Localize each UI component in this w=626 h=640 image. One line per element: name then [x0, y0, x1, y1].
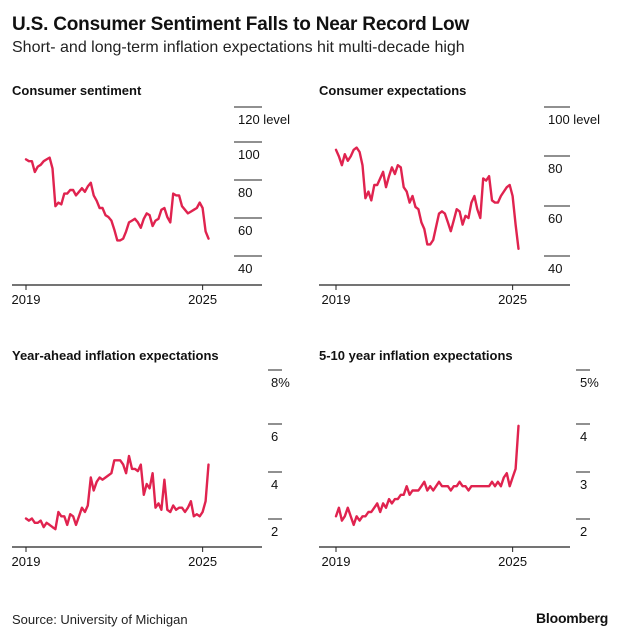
y-tick-label: 40: [238, 261, 252, 276]
y-tick-label: 3: [580, 477, 587, 492]
y-tick-label: 2: [271, 524, 278, 539]
y-tick-label: 80: [548, 161, 562, 176]
x-tick-label: 2019: [12, 554, 41, 569]
x-tick-label: 2019: [322, 554, 351, 569]
chart-panel-4: 5-10 year inflation expectations 2019 2025…: [319, 348, 599, 569]
y-tick-label: 80: [238, 185, 252, 200]
x-tick-label: 2025: [188, 554, 217, 569]
bloomberg-logo: Bloomberg: [536, 610, 609, 626]
x-tick-label: 2025: [498, 554, 527, 569]
series-line: [24, 454, 210, 531]
y-tick-label: 2: [580, 524, 587, 539]
series-line: [334, 424, 520, 527]
y-tick-label: 5%: [580, 375, 599, 390]
series-line: [334, 146, 520, 251]
y-tick-label: 8%: [271, 375, 290, 390]
y-tick-label: 60: [238, 223, 252, 238]
chart-title: Consumer expectations: [319, 83, 466, 98]
series-line: [24, 156, 210, 242]
chart-panel-3: Year-ahead inflation expectations 2019 202…: [12, 348, 291, 569]
y-tick-label: 120 level: [238, 112, 290, 127]
chart-panel-1: Consumer sentiment 2019 2025 40 60 80 100 120 l…: [12, 83, 291, 307]
x-tick-label: 2025: [188, 292, 217, 307]
x-tick-label: 2019: [322, 292, 351, 307]
y-tick-label: 40: [548, 261, 562, 276]
x-tick-label: 2019: [12, 292, 41, 307]
page-title: U.S. Consumer Sentiment Falls to Near Re…: [12, 14, 470, 35]
y-tick-label: 60: [548, 211, 562, 226]
y-tick-label: 100: [238, 147, 260, 162]
source-note: Source: University of Michigan: [12, 612, 188, 627]
y-tick-label: 6: [271, 429, 278, 444]
chart-title: 5-10 year inflation expectations: [319, 348, 513, 363]
chart-title: Consumer sentiment: [12, 83, 142, 98]
page-subtitle: Short- and long-term inflation expectati…: [12, 39, 465, 56]
chart-panel-2: Consumer expectations 2019 2025 40 60 80 100 l…: [319, 83, 600, 307]
chart-title: Year-ahead inflation expectations: [12, 348, 219, 363]
y-tick-label: 4: [271, 477, 278, 492]
y-tick-label: 100 level: [548, 112, 600, 127]
x-tick-label: 2025: [498, 292, 527, 307]
y-tick-label: 4: [580, 429, 587, 444]
